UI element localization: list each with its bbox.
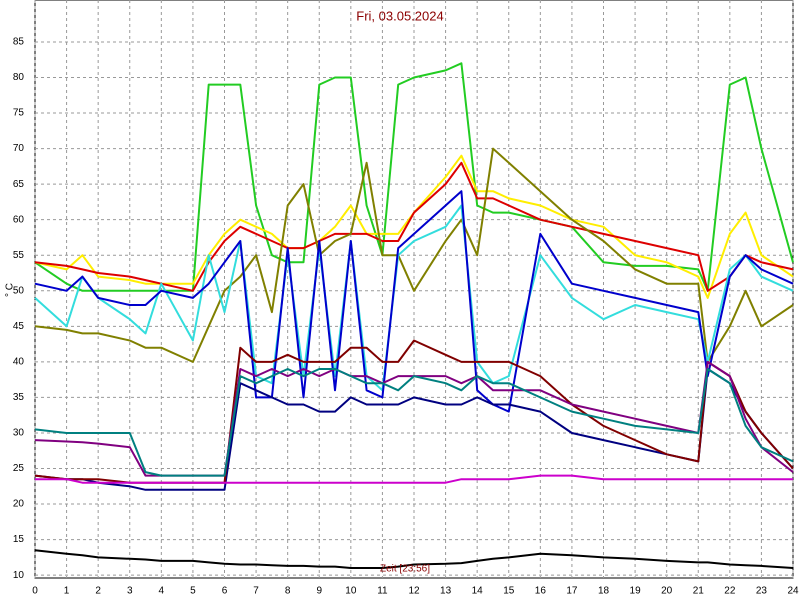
x-tick-label: 19 [630,586,642,597]
y-tick-label: 50 [13,285,25,296]
y-tick-label: 55 [13,250,25,261]
x-tick-label: 1 [64,586,70,597]
x-tick-label: 11 [377,586,388,597]
x-tick-label: 8 [285,586,291,597]
y-axis-label: ° C [5,283,16,297]
y-tick-label: 80 [13,72,25,83]
x-tick-label: 2 [95,586,101,597]
y-tick-label: 25 [13,463,25,474]
x-tick-label: 13 [440,586,452,597]
series-line [34,147,794,363]
x-tick-label: 6 [222,586,228,597]
x-tick-label: 22 [724,586,736,597]
y-tick-label: 15 [13,534,25,545]
series-line [34,154,794,299]
y-tick-label: 75 [13,108,25,119]
x-tick-label: 9 [316,586,322,597]
x-tick-label: 17 [566,586,578,597]
x-tick-label: 14 [472,586,484,597]
chart-title: Fri, 03.05.2024 [356,8,443,23]
x-tick-label: 7 [253,586,259,597]
series-line [34,190,794,413]
y-tick-label: 70 [13,143,25,154]
lines [34,62,794,569]
y-tick-label: 20 [13,499,25,510]
y-tick-label: 35 [13,392,25,403]
x-tick-label: 21 [693,586,705,597]
series-line [34,549,794,569]
y-tick-label: 45 [13,321,25,332]
y-tick-label: 40 [13,357,25,368]
series-line [34,368,794,477]
x-tick-label: 12 [408,586,420,597]
x-tick-label: 5 [190,586,196,597]
annotation: Zeit [23:56] [380,564,430,575]
x-tick-label: 20 [661,586,673,597]
series-line [34,368,794,491]
y-tick-label: 85 [13,37,25,48]
y-tick-label: 30 [13,428,25,439]
x-tick-label: 18 [598,586,610,597]
x-tick-label: 15 [503,586,515,597]
y-tick-label: 65 [13,179,25,190]
y-tick-label: 60 [13,214,25,225]
x-tick-label: 24 [787,586,799,597]
x-tick-label: 10 [345,586,357,597]
x-tick-label: 0 [32,586,38,597]
x-tick-label: 16 [535,586,547,597]
x-tick-label: 3 [127,586,133,597]
x-tick-label: 4 [159,586,165,597]
x-tick-label: 23 [756,586,768,597]
series-line [34,62,794,292]
series-line [34,161,794,292]
y-tick-label: 10 [13,570,25,581]
series-line [35,474,793,484]
